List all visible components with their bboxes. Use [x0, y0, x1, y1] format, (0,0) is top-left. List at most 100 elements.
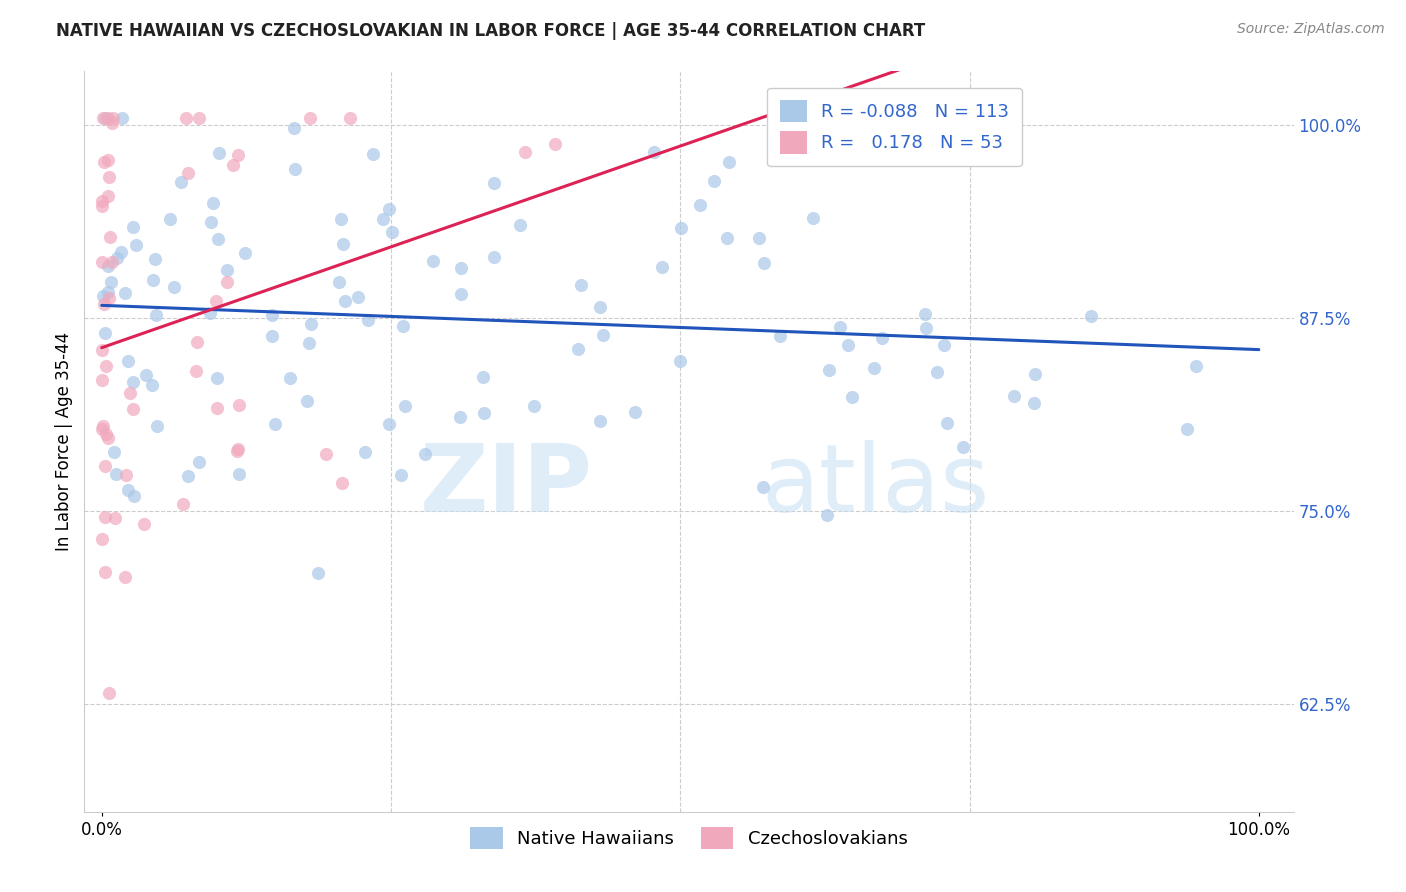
- Point: [97, 431, 120, 445]
- Point: [228, 467, 250, 482]
- Point: [748, 231, 770, 245]
- Point: [141, 377, 163, 392]
- Point: [226, 444, 249, 458]
- Point: [114, 570, 136, 584]
- Point: [571, 278, 593, 293]
- Point: [801, 211, 824, 226]
- Point: [377, 417, 399, 431]
- Point: [90, 194, 112, 208]
- Point: [117, 354, 139, 368]
- Point: [484, 176, 506, 190]
- Point: [94, 427, 117, 442]
- Point: [818, 362, 841, 376]
- Point: [422, 254, 444, 268]
- Point: [94, 510, 117, 524]
- Point: [98, 169, 121, 184]
- Point: [378, 202, 401, 216]
- Point: [205, 294, 228, 309]
- Point: [93, 154, 115, 169]
- Point: [226, 148, 249, 162]
- Point: [93, 326, 115, 341]
- Point: [198, 306, 221, 320]
- Point: [105, 251, 128, 265]
- Text: ZIP: ZIP: [419, 440, 592, 532]
- Point: [837, 337, 859, 351]
- Point: [90, 254, 112, 268]
- Point: [205, 371, 228, 385]
- Point: [914, 307, 936, 321]
- Point: [413, 446, 436, 460]
- Point: [450, 287, 472, 301]
- Point: [217, 275, 239, 289]
- Point: [222, 158, 245, 172]
- Point: [769, 329, 792, 343]
- Point: [90, 199, 112, 213]
- Point: [187, 111, 209, 125]
- Point: [1175, 421, 1198, 435]
- Point: [592, 327, 614, 342]
- Point: [145, 308, 167, 322]
- Point: [93, 111, 115, 125]
- Point: [120, 385, 142, 400]
- Point: [339, 111, 361, 125]
- Point: [125, 237, 148, 252]
- Point: [934, 338, 956, 352]
- Point: [1185, 359, 1208, 373]
- Point: [105, 467, 128, 481]
- Point: [472, 370, 495, 384]
- Point: [122, 375, 145, 389]
- Point: [176, 111, 198, 125]
- Point: [643, 145, 665, 159]
- Point: [207, 232, 229, 246]
- Point: [389, 468, 412, 483]
- Point: [228, 398, 250, 412]
- Point: [114, 468, 136, 483]
- Point: [114, 285, 136, 300]
- Point: [335, 293, 357, 308]
- Point: [1024, 396, 1046, 410]
- Point: [298, 335, 321, 350]
- Point: [1080, 309, 1102, 323]
- Point: [278, 371, 301, 385]
- Point: [716, 231, 738, 245]
- Point: [122, 219, 145, 234]
- Point: [145, 419, 167, 434]
- Text: Source: ZipAtlas.com: Source: ZipAtlas.com: [1237, 22, 1385, 37]
- Point: [523, 399, 546, 413]
- Point: [515, 145, 537, 159]
- Point: [668, 354, 690, 368]
- Point: [328, 275, 350, 289]
- Point: [122, 489, 145, 503]
- Point: [142, 273, 165, 287]
- Point: [347, 290, 370, 304]
- Point: [98, 686, 121, 700]
- Legend: Native Hawaiians, Czechoslovakians: Native Hawaiians, Czechoslovakians: [461, 818, 917, 858]
- Point: [104, 511, 127, 525]
- Point: [450, 260, 472, 275]
- Point: [543, 136, 565, 151]
- Point: [357, 313, 380, 327]
- Point: [226, 442, 249, 457]
- Point: [1002, 389, 1025, 403]
- Point: [159, 211, 181, 226]
- Point: [97, 259, 120, 273]
- Point: [295, 393, 318, 408]
- Point: [752, 255, 775, 269]
- Point: [841, 390, 863, 404]
- Point: [91, 418, 114, 433]
- Point: [103, 111, 125, 125]
- Point: [860, 111, 883, 125]
- Point: [509, 219, 531, 233]
- Point: [90, 422, 112, 436]
- Point: [329, 212, 352, 227]
- Point: [217, 262, 239, 277]
- Point: [927, 365, 949, 379]
- Point: [815, 508, 838, 522]
- Point: [98, 230, 121, 244]
- Point: [233, 245, 256, 260]
- Point: [122, 401, 145, 416]
- Point: [97, 188, 120, 202]
- Point: [392, 319, 415, 334]
- Point: [952, 440, 974, 454]
- Point: [110, 245, 132, 260]
